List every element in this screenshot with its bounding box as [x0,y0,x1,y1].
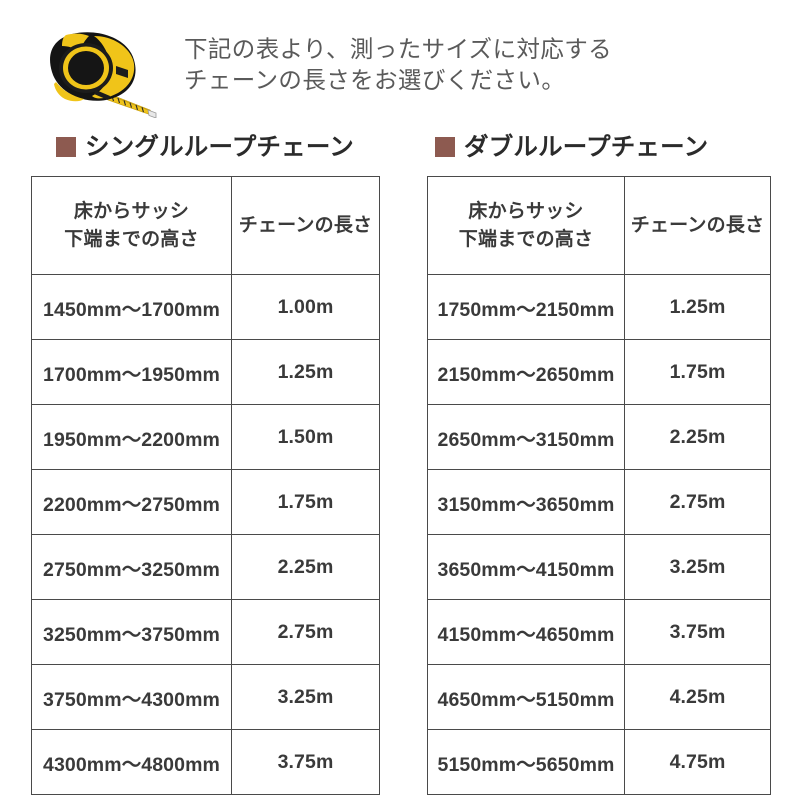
cell-chain-length: 4.25m [624,664,771,730]
column-header-height: 床からサッシ 下端までの高さ [31,176,232,275]
column-header-height-line2: 下端までの高さ [458,228,594,250]
cell-chain-length: 4.75m [624,729,771,795]
table-row: 3650mm〜4150mm 3.25m [427,534,771,600]
cell-height-range: 1950mm〜2200mm [31,404,232,470]
table-row: 3250mm〜3750mm 2.75m [31,599,380,665]
cell-height-range: 1750mm〜2150mm [427,274,625,340]
table-row: 1450mm〜1700mm 1.00m [31,274,380,340]
cell-chain-length: 1.75m [624,339,771,405]
section-title-single-loop: シングルループチェーン [56,128,354,163]
cell-chain-length: 2.25m [624,404,771,470]
table-header-row: 床からサッシ 下端までの高さ チェーンの長さ [31,176,380,275]
table-row: 3150mm〜3650mm 2.75m [427,469,771,535]
column-header-height-line1: 床からサッシ [468,200,584,222]
table-row: 4650mm〜5150mm 4.25m [427,664,771,730]
column-header-height-line1: 床からサッシ [73,200,190,222]
cell-height-range: 3150mm〜3650mm [427,469,625,535]
cell-chain-length: 1.25m [231,339,380,405]
cell-height-range: 5150mm〜5650mm [427,729,625,795]
cell-chain-length: 3.25m [624,534,771,600]
cell-height-range: 2150mm〜2650mm [427,339,625,405]
cell-height-range: 2650mm〜3150mm [427,404,625,470]
instruction-line-1: 下記の表より、測ったサイズに対応する [184,36,613,62]
page-header: 下記の表より、測ったサイズに対応する チェーンの長さをお選びください。 [0,0,800,120]
cell-height-range: 3750mm〜4300mm [31,664,232,730]
cell-chain-length: 3.75m [624,599,771,665]
table-row: 1750mm〜2150mm 1.25m [427,274,771,340]
table-row: 4300mm〜4800mm 3.75m [31,729,380,795]
cell-height-range: 2750mm〜3250mm [31,534,232,600]
cell-chain-length: 1.25m [624,274,771,340]
table-row: 1700mm〜1950mm 1.25m [31,339,380,405]
cell-height-range: 4650mm〜5150mm [427,664,625,730]
chain-length-table-single-loop: 床からサッシ 下端までの高さ チェーンの長さ 1450mm〜1700mm 1.0… [31,176,380,795]
table-header-row: 床からサッシ 下端までの高さ チェーンの長さ [427,176,771,275]
cell-height-range: 3650mm〜4150mm [427,534,625,600]
table-row: 4150mm〜4650mm 3.75m [427,599,771,665]
table-row: 2750mm〜3250mm 2.25m [31,534,380,600]
column-header-length: チェーンの長さ [231,176,380,275]
table-row: 2150mm〜2650mm 1.75m [427,339,771,405]
tape-measure-icon [42,30,167,119]
cell-height-range: 1450mm〜1700mm [31,274,232,340]
cell-chain-length: 1.75m [231,469,380,535]
column-header-height: 床からサッシ 下端までの高さ [427,176,625,275]
table-row: 1950mm〜2200mm 1.50m [31,404,380,470]
table-row: 5150mm〜5650mm 4.75m [427,729,771,795]
cell-height-range: 2200mm〜2750mm [31,469,232,535]
cell-chain-length: 2.75m [231,599,380,665]
cell-chain-length: 2.25m [231,534,380,600]
table-row: 3750mm〜4300mm 3.25m [31,664,380,730]
chain-length-table-double-loop: 床からサッシ 下端までの高さ チェーンの長さ 1750mm〜2150mm 1.2… [427,176,771,795]
cell-chain-length: 2.75m [624,469,771,535]
cell-chain-length: 1.00m [231,274,380,340]
table-body: 1750mm〜2150mm 1.25m 2150mm〜2650mm 1.75m … [427,274,771,795]
table-row: 2650mm〜3150mm 2.25m [427,404,771,470]
cell-height-range: 4300mm〜4800mm [31,729,232,795]
instruction-line-2: チェーンの長さをお選びください。 [184,67,566,93]
column-header-height-line2: 下端までの高さ [64,228,199,250]
table-header: 床からサッシ 下端までの高さ チェーンの長さ [31,176,380,275]
cell-chain-length: 1.50m [231,404,380,470]
cell-chain-length: 3.25m [231,664,380,730]
square-marker-icon [435,136,455,157]
section-title-double-loop: ダブルループチェーン [435,128,708,163]
table-header: 床からサッシ 下端までの高さ チェーンの長さ [427,176,771,275]
column-header-length: チェーンの長さ [624,176,771,275]
instruction-text: 下記の表より、測ったサイズに対応する チェーンの長さをお選びください。 [184,34,784,96]
section-title-label: ダブルループチェーン [464,134,709,161]
section-title-label: シングルループチェーン [85,134,355,161]
cell-chain-length: 3.75m [231,729,380,795]
cell-height-range: 1700mm〜1950mm [31,339,232,405]
cell-height-range: 4150mm〜4650mm [427,599,625,665]
cell-height-range: 3250mm〜3750mm [31,599,232,665]
table-body: 1450mm〜1700mm 1.00m 1700mm〜1950mm 1.25m … [31,274,380,795]
square-marker-icon [56,136,76,157]
table-row: 2200mm〜2750mm 1.75m [31,469,380,535]
